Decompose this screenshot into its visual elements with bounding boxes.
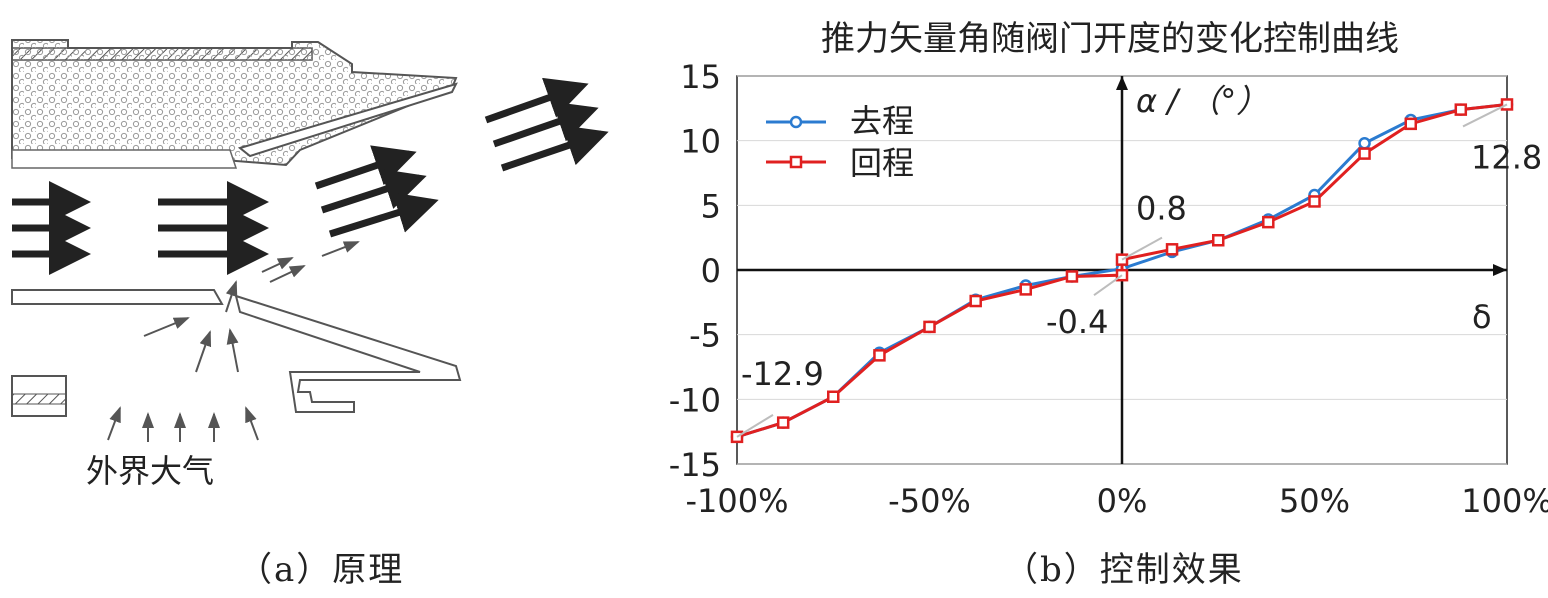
lower-diverging-flap [234,294,462,413]
annotation-label: 0.8 [1136,190,1187,228]
main-flow-arrows [12,77,609,275]
data-point-back [1404,117,1417,131]
x-tick-label: -100% [685,482,788,520]
legend-marker-back [789,155,803,169]
chart-panel: 推力矢量角随阀门开度的变化控制曲线 15 10 5 0 -5 -10 -15-100% -50… [669,19,1548,520]
chart-title: 推力矢量角随阀门开度的变化控制曲线 [821,19,1399,59]
data-point-out [1358,137,1371,150]
caption-b: （b）控制效果 [1004,550,1244,590]
ambient-air-label: 外界大气 [86,452,214,490]
x-tick-label: 100% [1461,482,1548,520]
annotation-leader [1093,274,1123,296]
data-point-back [1019,283,1032,296]
x-tick-label: -50% [888,482,971,520]
legend-label-back: 回程 [850,144,914,182]
y-tick-label: -15 [669,446,721,484]
induced-air-arrows [107,241,360,442]
y-tick-label: -10 [669,381,721,419]
data-point-back [1454,103,1468,116]
x-axis-arrow [1493,264,1507,276]
annotation-label: -0.4 [1046,303,1108,341]
x-tick-label: 50% [1279,482,1350,520]
data-point-back [1262,215,1275,229]
data-point-back [969,294,982,308]
annotation-leader [1121,236,1163,261]
data-point-back [1212,234,1225,247]
data-point-back [1358,147,1371,160]
legend: 去程 回程 [766,102,914,182]
x-tick-label: 0% [1097,482,1148,520]
data-point-back [1065,270,1079,283]
legend-marker-out [789,115,803,129]
y-tick-label: 0 [701,252,721,290]
x-axis-title: δ [1472,298,1492,336]
annotation-label: -12.9 [741,355,824,393]
data-point-back [923,320,936,334]
legend-label-out: 去程 [850,102,914,140]
y-axis-title: α / （°） [1136,82,1268,120]
annotation-label: 12.8 [1471,138,1542,176]
y-tick-label: 15 [680,58,721,96]
y-tick-label: 5 [701,187,721,225]
y-tick-label: -5 [689,317,721,355]
data-point-back [827,390,840,403]
data-point-back [873,349,886,362]
data-point-back [1308,195,1321,208]
tick-labels: 15 10 5 0 -5 -10 -15-100% -50% 0% 50% 100% [669,58,1548,520]
lower-flange-hatch [11,393,67,405]
annotation-leader [1462,103,1508,128]
lower-liner [11,289,224,305]
annotation-leader [736,413,774,438]
y-axis-arrow [1116,76,1128,90]
upper-porous-section [11,39,458,167]
data-point-back [1165,243,1179,256]
upper-diverging-flap [237,82,458,158]
nozzle-diagram: 外界大气 [11,39,609,490]
annotations: 12.8 0.8 -0.4 -12.9 [736,103,1542,438]
y-tick-label: 10 [680,123,721,161]
upper-liner [11,149,238,169]
series-line-back [736,102,1508,439]
data-point-back [776,416,790,429]
caption-a: （a）原理 [238,550,405,590]
